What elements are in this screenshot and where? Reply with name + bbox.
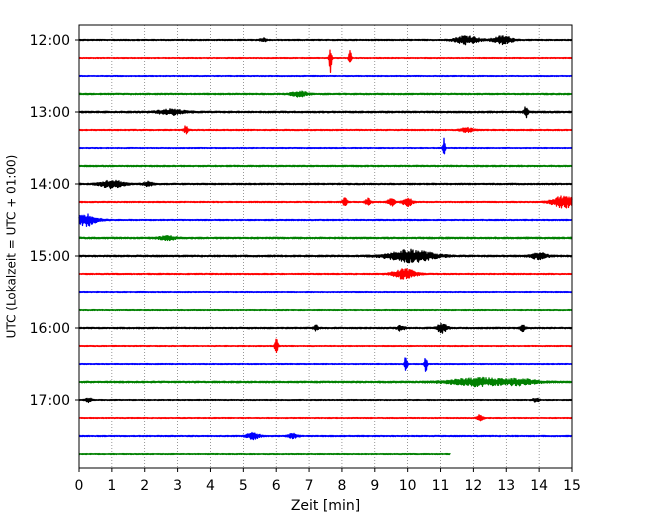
- trace-1300: [78, 106, 573, 119]
- trace-1415: [78, 195, 573, 209]
- trace-1200: [78, 35, 573, 46]
- y-tick-label-5: 17:00: [30, 393, 70, 409]
- x-tick-label-3: 3: [173, 478, 182, 494]
- x-tick-label-0: 0: [75, 478, 84, 494]
- trace-1400: [78, 179, 573, 190]
- y-tick-label-2: 14:00: [30, 177, 70, 193]
- trace-1315: [78, 125, 573, 135]
- trace-1445: [78, 234, 573, 242]
- trace-1745: [78, 452, 451, 456]
- x-tick-label-8: 8: [337, 478, 346, 494]
- trace-1345: [78, 164, 573, 168]
- x-tick-label-15: 15: [563, 478, 581, 494]
- y-tick-label-1: 13:00: [30, 105, 70, 121]
- trace-group: [78, 35, 573, 456]
- y-axis-label: UTC (Lokalzeit = UTC + 01:00): [5, 155, 19, 339]
- plot-frame: [78, 24, 573, 469]
- trace-1215: [78, 49, 573, 73]
- x-tick-label-6: 6: [272, 478, 281, 494]
- trace-1615: [78, 338, 573, 353]
- trace-1515: [78, 268, 573, 280]
- y-tick-label-0: 12:00: [30, 33, 70, 49]
- y-axis-ticks: 12:00 13:00 14:00 15:00 16:00 17:00: [30, 33, 79, 409]
- x-tick-label-2: 2: [140, 478, 149, 494]
- x-axis-ticks: 0 1 2 3 4 5 6 7 8 9 10 11 12 13 14 15: [75, 468, 581, 494]
- x-tick-label-12: 12: [464, 478, 482, 494]
- trace-1730: [78, 431, 573, 441]
- trace-1645: [78, 376, 573, 388]
- x-tick-label-9: 9: [370, 478, 379, 494]
- trace-1500: [78, 248, 573, 264]
- x-tick-label-1: 1: [107, 478, 116, 494]
- x-tick-label-7: 7: [305, 478, 314, 494]
- x-tick-label-14: 14: [530, 478, 548, 494]
- trace-1230: [78, 74, 573, 78]
- trace-1330: [78, 137, 573, 155]
- trace-1700: [78, 397, 573, 404]
- y-tick-label-3: 15:00: [30, 249, 70, 265]
- trace-1430: [78, 213, 573, 227]
- x-axis-label: Zeit [min]: [291, 498, 360, 514]
- y-tick-label-4: 16:00: [30, 321, 70, 337]
- x-tick-label-11: 11: [432, 478, 450, 494]
- trace-1600: [78, 322, 573, 334]
- trace-1530: [78, 290, 573, 294]
- trace-1630: [78, 357, 573, 372]
- x-tick-label-10: 10: [399, 478, 417, 494]
- trace-1545: [78, 308, 573, 312]
- x-tick-label-4: 4: [206, 478, 215, 494]
- grid-lines: [111, 25, 540, 468]
- trace-1715: [78, 414, 573, 422]
- x-tick-label-13: 13: [497, 478, 515, 494]
- trace-1245: [78, 90, 573, 98]
- x-tick-label-5: 5: [239, 478, 248, 494]
